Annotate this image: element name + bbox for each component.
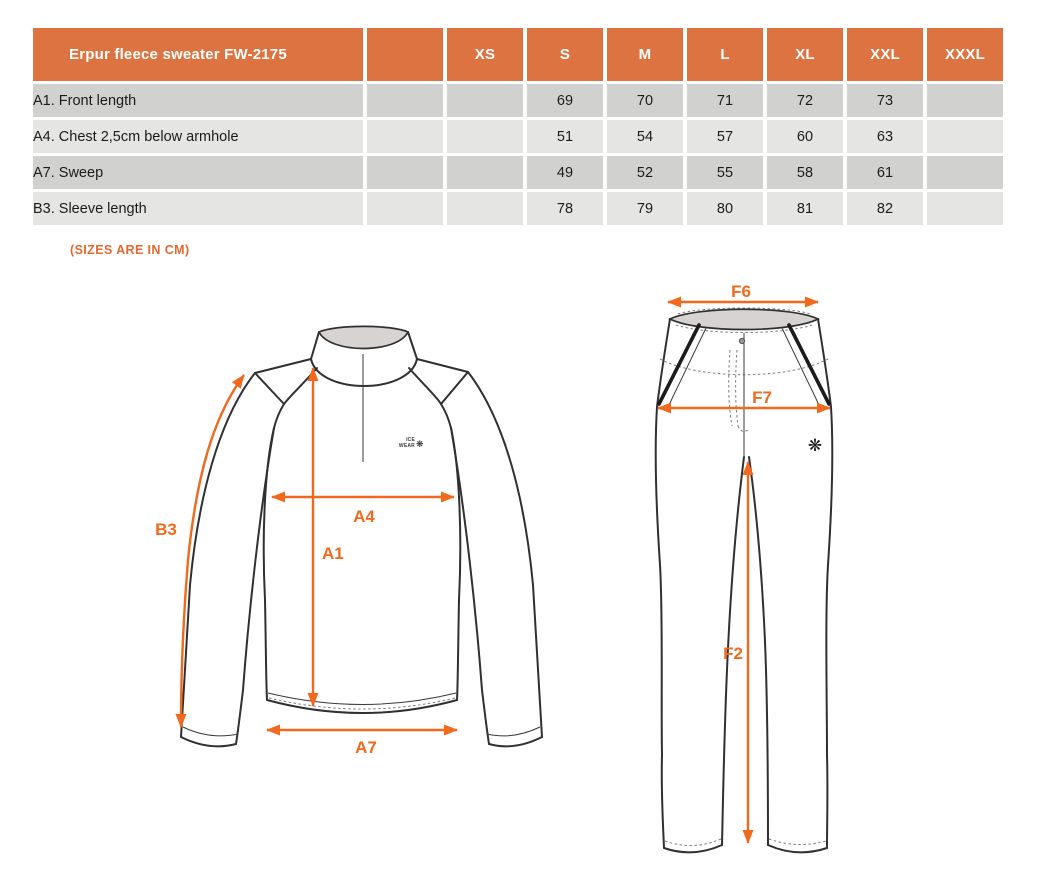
collar-inner-shade: [317, 325, 410, 350]
size-value: [927, 84, 1003, 117]
size-value: [367, 192, 443, 225]
a7-label: A7: [355, 738, 377, 757]
size-header-empty: [367, 28, 443, 81]
size-header-m: M: [607, 28, 683, 81]
fly-stitching: [735, 349, 739, 427]
row-label: A1. Front length: [33, 84, 363, 117]
size-value: 63: [847, 120, 923, 153]
size-value: 73: [847, 84, 923, 117]
size-value: 60: [767, 120, 843, 153]
size-header-xl: XL: [767, 28, 843, 81]
size-value: [447, 120, 523, 153]
pants-measurement-arrows: F6 F7 F2: [657, 282, 831, 844]
size-value: 51: [527, 120, 603, 153]
f6-label: F6: [731, 282, 751, 301]
row-label: B3. Sleeve length: [33, 192, 363, 225]
size-value: 57: [687, 120, 763, 153]
size-value: [367, 120, 443, 153]
size-value: [927, 156, 1003, 189]
row-label: A7. Sweep: [33, 156, 363, 189]
size-value: 58: [767, 156, 843, 189]
size-value: 69: [527, 84, 603, 117]
sweater-diagram: ICE WEAR ❋ B3 A1 A4 A7: [155, 325, 543, 757]
size-header-l: L: [687, 28, 763, 81]
size-value: [447, 84, 523, 117]
pants-diagram: ❋ F6 F7 F2: [654, 282, 834, 854]
waist-button: [738, 337, 746, 345]
size-value: [447, 156, 523, 189]
size-value: 81: [767, 192, 843, 225]
pants-outline: ❋: [654, 307, 834, 854]
table-header-row: Erpur fleece sweater FW-2175 XS S M L XL…: [33, 28, 1003, 81]
size-value: 61: [847, 156, 923, 189]
size-header-s: S: [527, 28, 603, 81]
table-row: A1. Front length 69 70 71 72 73: [33, 84, 1003, 117]
size-value: [927, 192, 1003, 225]
table-row: B3. Sleeve length 78 79 80 81 82: [33, 192, 1003, 225]
sweater-logo: ICE WEAR ❋: [399, 437, 424, 450]
table-row: A7. Sweep 49 52 55 58 61: [33, 156, 1003, 189]
f7-label: F7: [752, 388, 772, 407]
size-value: 52: [607, 156, 683, 189]
product-title-cell: Erpur fleece sweater FW-2175: [33, 28, 363, 81]
a1-label: A1: [322, 544, 344, 563]
right-pocket-opening: [787, 323, 831, 406]
size-value: 80: [687, 192, 763, 225]
size-header-xxxl: XXXL: [927, 28, 1003, 81]
size-value: 82: [847, 192, 923, 225]
size-value: [367, 84, 443, 117]
size-value: [367, 156, 443, 189]
sizes-unit-note: (SIZES ARE IN CM): [70, 243, 190, 257]
size-value: [447, 192, 523, 225]
size-header-xs: XS: [447, 28, 523, 81]
sweater-measurement-arrows: B3 A1 A4 A7: [155, 367, 458, 757]
size-value: 49: [527, 156, 603, 189]
waistband-inner-shade: [668, 308, 820, 331]
size-value: 79: [607, 192, 683, 225]
b3-label: B3: [155, 520, 177, 539]
row-label: A4. Chest 2,5cm below armhole: [33, 120, 363, 153]
size-value: [927, 120, 1003, 153]
b3-sleeve-arrow: [175, 374, 245, 728]
size-header-xxl: XXL: [847, 28, 923, 81]
left-pocket-opening: [657, 323, 701, 406]
size-value: 70: [607, 84, 683, 117]
logo-text-ice: ICE: [406, 437, 415, 443]
a4-label: A4: [353, 507, 375, 526]
hem-stitching: [268, 697, 456, 710]
size-table: Erpur fleece sweater FW-2175 XS S M L XL…: [29, 25, 1007, 228]
logo-text-wear: WEAR: [399, 443, 415, 449]
size-value: 78: [527, 192, 603, 225]
size-value: 71: [687, 84, 763, 117]
table-row: A4. Chest 2,5cm below armhole 51 54 57 6…: [33, 120, 1003, 153]
size-value: 72: [767, 84, 843, 117]
size-value: 55: [687, 156, 763, 189]
size-value: 54: [607, 120, 683, 153]
pants-snowflake-logo-icon: ❋: [808, 436, 822, 456]
logo-snowflake-icon: ❋: [416, 440, 424, 450]
f2-label: F2: [723, 644, 743, 663]
